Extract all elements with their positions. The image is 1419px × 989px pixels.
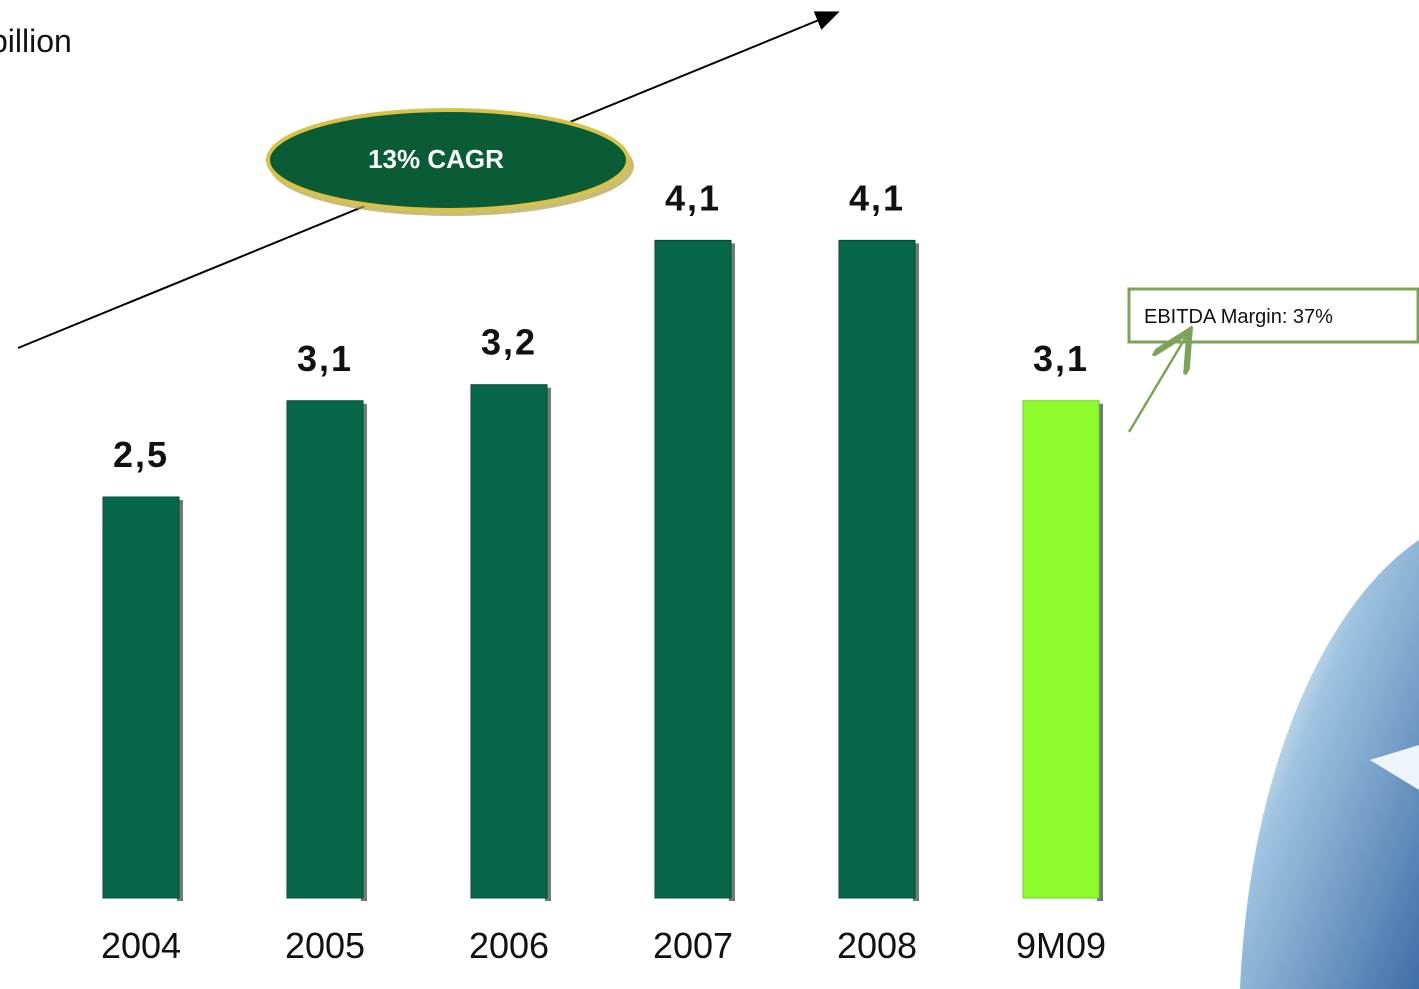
bar-side — [729, 243, 735, 902]
bar — [286, 400, 364, 899]
value-label: 3,1 — [1033, 338, 1089, 379]
ebitda-label: EBITDA Margin: 37% — [1144, 306, 1333, 328]
x-tick-label: 2008 — [837, 925, 917, 966]
bar — [470, 384, 548, 899]
value-label: 4,1 — [849, 177, 905, 218]
x-tick-label: 2006 — [469, 925, 549, 966]
x-tick-label: 9M09 — [1016, 925, 1106, 966]
x-tick-label: 2004 — [101, 925, 181, 966]
bar-side — [545, 387, 551, 902]
bar-side — [913, 243, 919, 902]
value-label: 3,2 — [481, 322, 537, 363]
x-tick-label: 2005 — [285, 925, 365, 966]
bar — [1022, 400, 1100, 899]
bar — [102, 496, 180, 899]
value-label: 3,1 — [297, 338, 353, 379]
cagr-label: 13% CAGR — [368, 144, 504, 174]
background-decoration — [1370, 745, 1419, 790]
unit-label: billion — [0, 23, 72, 59]
background-decoration — [1240, 540, 1419, 989]
bar-side — [1097, 403, 1103, 901]
bar — [654, 239, 732, 899]
value-label: 4,1 — [665, 177, 721, 218]
bar-side — [177, 500, 183, 901]
cagr-ellipse — [266, 108, 630, 212]
bar-side — [361, 403, 367, 901]
value-label: 2,5 — [113, 434, 169, 475]
bar — [838, 239, 916, 899]
x-tick-label: 2007 — [653, 925, 733, 966]
ebitda-arrow — [1127, 335, 1187, 433]
